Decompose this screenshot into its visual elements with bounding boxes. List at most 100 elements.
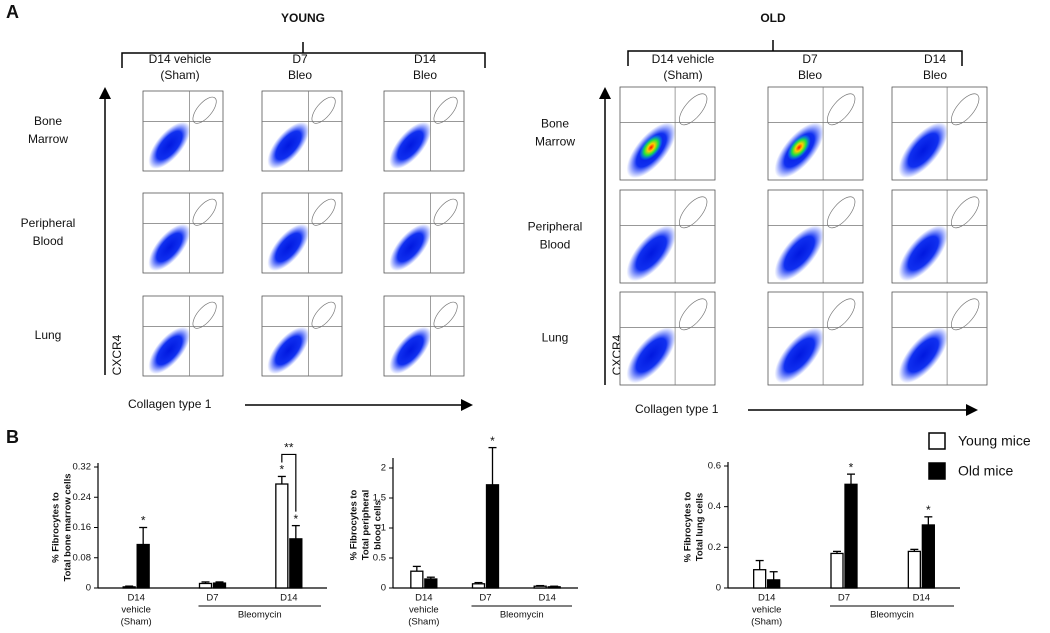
legend-swatch: [928, 462, 946, 480]
y-tick-label: 0.24: [73, 492, 92, 503]
column-header: Bleo: [288, 68, 312, 82]
flow-population: [148, 121, 191, 169]
bar: [533, 585, 547, 589]
x-tick-label: (Sham): [751, 617, 782, 628]
column-header: D14 vehicle: [149, 52, 212, 66]
flow-population: [148, 223, 191, 271]
column-header: (Sham): [663, 68, 702, 82]
gate: [192, 198, 217, 226]
group-label: Bleomycin: [500, 610, 544, 621]
row-label: Marrow: [535, 135, 575, 149]
column-header: Bleo: [923, 68, 947, 82]
flow-population: [774, 225, 825, 282]
comparison-bracket: [281, 453, 297, 512]
row-label: Blood: [540, 238, 571, 252]
column-header: D14 vehicle: [652, 52, 715, 66]
x-tick-label: D14: [758, 593, 775, 604]
column-header: Bleo: [798, 68, 822, 82]
x-tick-label: D14: [538, 593, 555, 604]
bar: [844, 483, 858, 589]
row-label: Bone: [541, 117, 569, 131]
comparison-label: **: [284, 441, 294, 455]
flow-population: [267, 223, 310, 271]
y-axis-label: Total bone marrow cells: [63, 473, 74, 581]
gate: [827, 298, 856, 331]
y-tick-label: 0: [381, 583, 386, 594]
gate: [311, 301, 336, 329]
gate: [311, 96, 336, 124]
row-label: Lung: [35, 328, 62, 342]
column-header: D7: [802, 52, 818, 66]
bracket: [627, 40, 963, 66]
column-header: D7: [292, 52, 308, 66]
y-axis-label: % Fibrocytes to: [349, 489, 360, 560]
y-tick-label: 0.16: [73, 522, 92, 533]
panel-label: B: [6, 427, 19, 447]
gate: [433, 198, 458, 226]
row-label: Lung: [542, 331, 569, 345]
flow-hotspot: [639, 134, 663, 161]
gate: [679, 93, 708, 126]
bar: [212, 582, 227, 589]
bar: [547, 586, 561, 589]
legend-label: Young mice: [958, 433, 1031, 449]
axis-label: CXCR4: [110, 334, 124, 375]
x-tick-label: D14: [280, 593, 297, 604]
group-label: Bleomycin: [238, 610, 282, 621]
x-tick-label: (Sham): [121, 617, 152, 628]
bar: [136, 543, 150, 589]
y-axis-label: % Fibrocytes to: [51, 492, 62, 563]
gate: [192, 96, 217, 124]
gate: [827, 196, 856, 229]
group-title: OLD: [760, 11, 786, 25]
axis-label: Collagen type 1: [635, 402, 719, 416]
bar: [907, 550, 921, 589]
flow-population: [626, 225, 677, 282]
gate: [827, 93, 856, 126]
bar: [753, 569, 767, 589]
flow-population: [389, 326, 432, 374]
bar: [424, 578, 438, 589]
gate: [433, 301, 458, 329]
significance: *: [293, 512, 298, 526]
flow-population: [898, 225, 949, 282]
row-label: Blood: [33, 234, 64, 248]
x-tick-label: D7: [479, 593, 491, 604]
gate: [951, 298, 980, 331]
group-title: YOUNG: [281, 11, 325, 25]
y-axis-label: blood cells: [373, 500, 384, 550]
x-tick-label: D7: [838, 593, 850, 604]
bar: [122, 586, 136, 589]
y-axis-label: Total lung cells: [695, 493, 706, 561]
significance: *: [926, 503, 931, 517]
flow-population: [267, 121, 310, 169]
bar: [275, 483, 289, 589]
y-axis-label: Total peripheral: [361, 490, 372, 561]
row-label: Marrow: [28, 132, 68, 146]
bar: [289, 538, 303, 589]
y-tick-label: 0: [86, 583, 91, 594]
bracket: [121, 42, 486, 68]
y-tick-label: 0.6: [708, 461, 721, 472]
flow-population: [626, 327, 677, 384]
legend-swatch: [928, 432, 946, 450]
gate: [951, 196, 980, 229]
gate: [679, 298, 708, 331]
significance: *: [849, 460, 854, 474]
x-tick-label: vehicle: [752, 605, 782, 616]
y-tick-label: 0.2: [708, 542, 721, 553]
flow-population: [898, 327, 949, 384]
x-tick-label: vehicle: [121, 605, 151, 616]
bar: [767, 579, 781, 589]
axis-label: Collagen type 1: [128, 397, 212, 411]
flow-population: [267, 326, 310, 374]
y-tick-label: 1.5: [373, 493, 386, 504]
x-tick-label: D7: [206, 593, 218, 604]
flow-population: [898, 122, 949, 179]
x-tick-label: D14: [127, 593, 144, 604]
flow-population: [148, 326, 191, 374]
bar: [198, 582, 213, 589]
y-tick-label: 2: [381, 463, 386, 474]
column-header: (Sham): [160, 68, 199, 82]
